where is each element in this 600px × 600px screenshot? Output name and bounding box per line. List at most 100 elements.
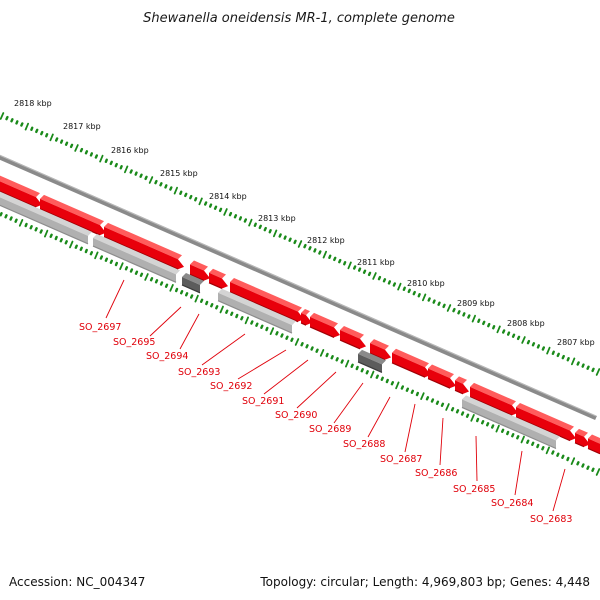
cds-feature[interactable] (575, 432, 590, 447)
minor-tick (205, 300, 209, 306)
major-tick (521, 336, 526, 344)
major-tick (595, 468, 600, 476)
minor-tick (184, 192, 188, 198)
gene-label[interactable]: SO_2697 (79, 322, 121, 333)
cds-feature-top (209, 268, 226, 279)
gene-label[interactable]: SO_2688 (343, 439, 385, 450)
cds-feature[interactable] (40, 198, 106, 236)
gene-label[interactable]: SO_2690 (275, 410, 317, 421)
major-tick (297, 240, 303, 248)
gene-feature[interactable] (218, 292, 292, 334)
minor-tick (566, 456, 570, 462)
minor-tick (243, 218, 248, 223)
cds-feature[interactable] (340, 330, 366, 349)
gene-label[interactable]: SO_2689 (309, 424, 351, 435)
minor-tick (415, 391, 419, 397)
gene-label[interactable]: SO_2684 (491, 498, 533, 509)
gene-label[interactable]: SO_2685 (453, 484, 495, 495)
cds-feature[interactable] (104, 226, 184, 270)
outer-tick-ring (0, 112, 600, 376)
gene-label[interactable]: SO_2693 (178, 367, 220, 378)
cds-feature[interactable] (0, 177, 42, 208)
cds-feature[interactable] (230, 281, 304, 322)
gene-label[interactable]: SO_2691 (242, 396, 284, 407)
gene-feature-dark[interactable] (358, 353, 382, 373)
gene-label[interactable]: SO_2694 (146, 351, 188, 362)
minor-tick (581, 463, 585, 468)
minor-tick (225, 309, 229, 314)
major-tick (496, 325, 501, 334)
minor-tick (144, 175, 148, 181)
cds-feature-edge (208, 282, 223, 290)
minor-tick (526, 439, 530, 444)
minor-tick (64, 240, 68, 245)
kbp-label: 2812 kbp (307, 236, 345, 245)
major-tick (244, 316, 250, 325)
cds-feature-edge (369, 352, 386, 361)
gene-label-group: SO_2697 SO_2695 SO_2694 SO_2693 SO_2692 … (79, 322, 572, 525)
gene-label[interactable]: SO_2687 (380, 454, 422, 465)
cds-feature-edge (391, 362, 426, 378)
major-tick (198, 197, 203, 206)
cds-feature-top (310, 312, 338, 328)
cds-feature-top (428, 364, 454, 379)
minor-tick (477, 318, 481, 323)
feature-track (0, 175, 600, 455)
minor-tick (134, 171, 138, 176)
minor-tick (465, 413, 470, 418)
kbp-label: 2815 kbp (160, 169, 198, 178)
minor-tick (335, 357, 339, 362)
gene-feature[interactable] (462, 399, 556, 449)
cds-feature[interactable] (428, 368, 456, 389)
leader-line (201, 333, 246, 366)
minor-tick (250, 320, 254, 325)
minor-tick (74, 244, 78, 249)
gene-feature[interactable] (0, 193, 88, 244)
cds-feature[interactable] (310, 316, 340, 338)
cds-feature[interactable] (392, 352, 431, 378)
leader-line (263, 359, 309, 395)
minor-tick (208, 203, 213, 208)
minor-tick (576, 361, 580, 366)
minor-tick (9, 216, 13, 221)
minor-tick (385, 378, 389, 384)
cds-feature-top (516, 403, 574, 431)
minor-tick (283, 235, 287, 240)
minor-tick (412, 290, 416, 296)
major-tick (223, 208, 228, 216)
gene-label[interactable]: SO_2686 (415, 468, 457, 479)
minor-tick (255, 322, 259, 327)
minor-tick (531, 342, 536, 347)
minor-tick (240, 316, 244, 321)
cds-feature[interactable] (370, 343, 391, 360)
gene-leader-lines (105, 279, 566, 512)
cds-feature[interactable] (455, 380, 469, 394)
gene-feature-edge (92, 245, 177, 283)
cds-feature[interactable] (588, 438, 600, 454)
leader-line (333, 382, 364, 424)
minor-tick (49, 233, 53, 239)
kbp-label: 2807 kbp (557, 338, 595, 347)
gene-feature[interactable] (93, 238, 176, 283)
major-tick (570, 457, 576, 466)
minor-tick (215, 305, 219, 310)
leader-line (367, 396, 391, 438)
cds-feature[interactable] (470, 386, 518, 416)
minor-tick (15, 120, 19, 125)
cds-feature[interactable] (516, 407, 576, 441)
major-tick (370, 370, 375, 379)
minor-tick (492, 325, 496, 330)
gene-label[interactable]: SO_2692 (210, 381, 252, 392)
cds-feature-top (455, 376, 467, 384)
cds-feature[interactable] (301, 312, 312, 326)
minor-tick (14, 218, 18, 223)
gene-feature-dark[interactable] (182, 276, 200, 293)
minor-tick (561, 354, 565, 360)
minor-tick (328, 254, 332, 259)
gene-label[interactable]: SO_2683 (530, 514, 572, 525)
gene-label[interactable]: SO_2695 (113, 337, 155, 348)
minor-tick (308, 246, 312, 251)
minor-tick (134, 270, 139, 275)
major-tick (546, 346, 551, 355)
leader-line (149, 306, 182, 337)
